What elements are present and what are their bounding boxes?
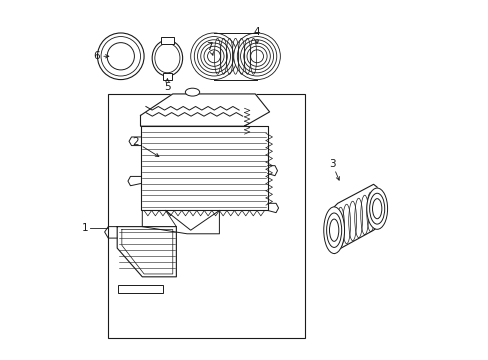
Bar <box>118 285 163 293</box>
Circle shape <box>101 37 140 76</box>
Bar <box>108 94 305 338</box>
Circle shape <box>97 33 144 80</box>
Bar <box>161 37 174 44</box>
Polygon shape <box>140 126 267 211</box>
Text: 5: 5 <box>164 82 170 93</box>
Text: 2: 2 <box>132 137 139 147</box>
Bar <box>214 33 257 80</box>
Ellipse shape <box>366 188 387 229</box>
Text: 3: 3 <box>328 159 335 169</box>
Polygon shape <box>117 226 176 277</box>
Polygon shape <box>333 187 376 253</box>
Circle shape <box>190 33 237 80</box>
Text: 1: 1 <box>81 224 88 233</box>
Polygon shape <box>140 94 269 126</box>
Ellipse shape <box>185 88 199 96</box>
Ellipse shape <box>326 213 341 247</box>
Bar <box>163 73 172 80</box>
Ellipse shape <box>152 40 182 76</box>
Circle shape <box>233 33 280 80</box>
Ellipse shape <box>372 199 381 219</box>
Text: 4: 4 <box>253 27 260 37</box>
Ellipse shape <box>155 43 180 73</box>
Text: 7: 7 <box>205 42 212 51</box>
Ellipse shape <box>369 193 384 224</box>
Ellipse shape <box>329 219 338 241</box>
Circle shape <box>107 42 134 70</box>
Polygon shape <box>142 211 219 234</box>
Text: 6: 6 <box>93 51 100 61</box>
Ellipse shape <box>323 207 344 253</box>
